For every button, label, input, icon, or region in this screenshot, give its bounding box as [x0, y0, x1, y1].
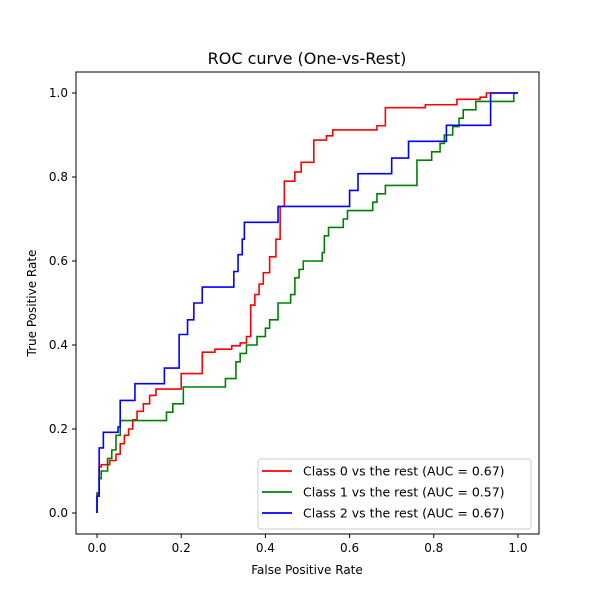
x-tick-label: 0.2 [172, 541, 191, 555]
x-tick-label: 0.8 [424, 541, 443, 555]
series-line-class-2 [96, 92, 518, 513]
y-tick-label: 0.6 [49, 254, 68, 268]
y-tick-label: 0.4 [49, 338, 68, 352]
axes-frame [75, 71, 540, 535]
y-tick-label: 0.2 [49, 422, 68, 436]
legend-label-class-2: Class 2 vs the rest (AUC = 0.67) [303, 506, 505, 521]
legend-label-class-1: Class 1 vs the rest (AUC = 0.57) [303, 485, 505, 500]
chart-title: ROC curve (One-vs-Rest) [208, 49, 407, 68]
legend: Class 0 vs the rest (AUC = 0.67) Class 1 … [257, 458, 532, 530]
x-tick-label: 1.0 [508, 541, 527, 555]
series-line-class-1 [96, 92, 518, 513]
x-axis-label: False Positive Rate [251, 563, 363, 577]
y-axis-label: True Positive Rate [25, 250, 39, 358]
plot-area [96, 92, 518, 513]
legend-box [257, 458, 532, 530]
x-tick-label: 0.4 [256, 541, 275, 555]
x-tick-label: 0.0 [87, 541, 106, 555]
series-line-class-0 [96, 92, 518, 513]
x-tick-label: 0.6 [340, 541, 359, 555]
legend-label-class-0: Class 0 vs the rest (AUC = 0.67) [303, 464, 505, 479]
y-axis: 0.0 0.2 0.4 0.6 0.8 1.0 [49, 86, 76, 520]
y-tick-label: 0.0 [49, 506, 68, 520]
y-tick-label: 0.8 [49, 170, 68, 184]
y-tick-label: 1.0 [49, 86, 68, 100]
x-axis: 0.0 0.2 0.4 0.6 0.8 1.0 [87, 534, 528, 555]
